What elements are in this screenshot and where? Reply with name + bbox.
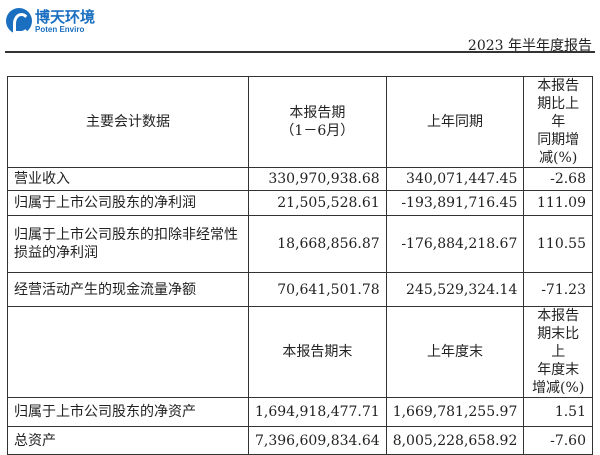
row-value: -2.68 — [523, 167, 593, 191]
table-header-row: 本报告期末 上年度末 本报告期末比上 年度末增减(%) — [7, 306, 593, 398]
column-header — [7, 306, 249, 398]
row-label: 经营活动产生的现金流量净额 — [7, 272, 249, 307]
column-header: 本报告期比上年 同期增减(%) — [523, 76, 593, 168]
column-header: 上年度末 — [385, 306, 525, 398]
table-row: 归属于上市公司股东的净利润 21,505,528.61 -193,891,716.4… — [7, 190, 593, 216]
company-logo: 博天环境 Poten Enviro — [6, 8, 95, 34]
row-value: 110.55 — [523, 215, 593, 273]
row-label: 总资产 — [7, 426, 249, 455]
row-value: 7,396,609,834.64 — [248, 426, 387, 455]
row-value: 1.51 — [523, 397, 593, 427]
row-label: 归属于上市公司股东的净利润 — [7, 190, 249, 216]
report-title: 2023 年半年度报告 — [467, 38, 592, 54]
column-header: 本报告期末 — [248, 306, 387, 398]
column-header: 主要会计数据 — [7, 76, 249, 168]
row-value: 340,071,447.45 — [385, 167, 525, 191]
row-label: 营业收入 — [7, 167, 249, 191]
table-row: 归属于上市公司股东的扣除非经常性损益的净利润 18,668,856.87 -176,… — [7, 215, 593, 273]
row-value: 1,669,781,255.97 — [385, 397, 525, 427]
row-value: 111.09 — [523, 190, 593, 216]
table-row: 归属于上市公司股东的净资产 1,694,918,477.71 1,669,781,2… — [7, 397, 593, 427]
logo-en: Poten Enviro — [35, 24, 85, 34]
row-value: 1,694,918,477.71 — [248, 397, 387, 427]
table-row: 总资产 7,396,609,834.64 8,005,228,658.92 -7.60 — [7, 426, 593, 455]
row-value: 18,668,856.87 — [248, 215, 387, 273]
column-header: 本报告期 （1－6月） — [248, 76, 387, 168]
logo-icon — [6, 8, 32, 34]
row-label: 归属于上市公司股东的扣除非经常性损益的净利润 — [7, 215, 249, 273]
row-value: 330,970,938.68 — [248, 167, 387, 191]
row-value: 245,529,324.14 — [385, 272, 525, 307]
row-value: -193,891,716.45 — [385, 190, 525, 216]
table-header-row: 主要会计数据 本报告期 （1－6月） 上年同期 本报告期比上年 同期增减(%) — [7, 76, 593, 168]
row-value: -71.23 — [523, 272, 593, 307]
row-value: -176,884,218.67 — [385, 215, 525, 273]
column-header: 上年同期 — [385, 76, 525, 168]
logo-cn: 博天环境 — [35, 7, 96, 26]
row-value: -7.60 — [523, 426, 593, 455]
header-divider — [5, 51, 595, 53]
table-row: 经营活动产生的现金流量净额 70,641,501.78 245,529,324.14… — [7, 272, 593, 307]
row-value: 21,505,528.61 — [248, 190, 387, 216]
table-row: 营业收入 330,970,938.68 340,071,447.45 -2.68 — [7, 167, 593, 191]
column-header: 本报告期末比上 年度末增减(%) — [523, 306, 593, 398]
financial-data-table: 主要会计数据 本报告期 （1－6月） 上年同期 本报告期比上年 同期增减(%) 营业收入 33… — [7, 76, 593, 455]
row-value: 70,641,501.78 — [248, 272, 387, 307]
row-label: 归属于上市公司股东的净资产 — [7, 397, 249, 427]
row-value: 8,005,228,658.92 — [385, 426, 525, 455]
